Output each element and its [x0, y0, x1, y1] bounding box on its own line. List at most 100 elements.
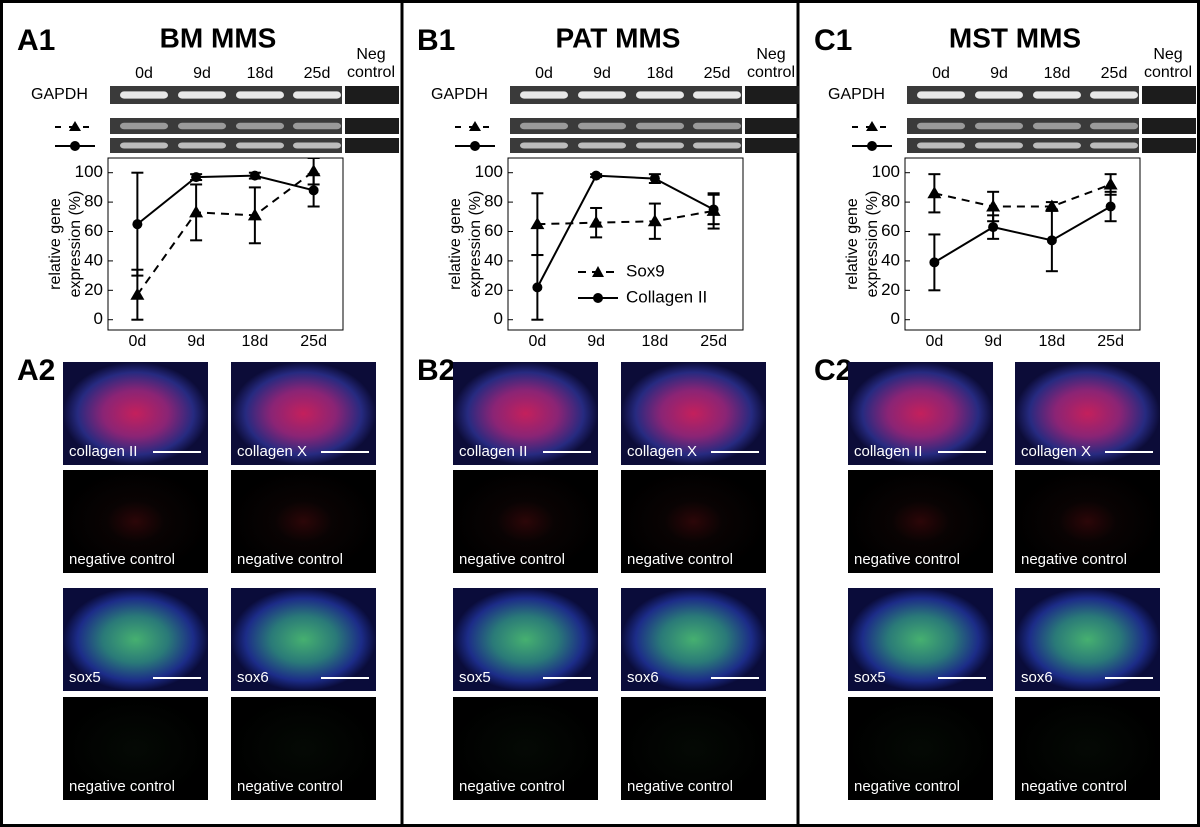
- lane-label: 18d: [1044, 65, 1071, 82]
- panel-title: BM MMS: [160, 22, 277, 53]
- image-caption: sox5: [459, 669, 491, 686]
- lane-label: Neg control: [346, 46, 396, 81]
- marker: [1103, 177, 1118, 190]
- marker: [191, 172, 202, 183]
- image-caption: sox6: [237, 669, 269, 686]
- micrograph: [848, 362, 993, 465]
- y-axis-label: relative gene: [844, 198, 861, 290]
- lane-label: 0d: [932, 65, 950, 82]
- y-tick-label: 20: [881, 280, 900, 299]
- gel-band: [975, 142, 1023, 149]
- glyph-marker: [867, 141, 877, 151]
- gel-neg: [345, 138, 399, 153]
- y-tick-label: 80: [881, 192, 900, 211]
- gel-band: [178, 91, 226, 99]
- image-caption: collagen X: [237, 443, 307, 460]
- image-caption: negative control: [237, 778, 343, 795]
- lane-label: 9d: [193, 65, 211, 82]
- gel-band: [578, 122, 626, 130]
- image-caption: collagen II: [69, 443, 137, 460]
- lane-label: 18d: [247, 65, 274, 82]
- panel-title: MST MMS: [949, 22, 1081, 53]
- gel-band: [520, 91, 568, 99]
- marker: [929, 257, 940, 268]
- x-tick-label: 9d: [984, 333, 1002, 350]
- gel-band: [293, 122, 341, 130]
- panel-label: B1: [417, 24, 455, 57]
- plot: [130, 158, 321, 321]
- lane-label: 25d: [1101, 65, 1128, 82]
- plot: [530, 170, 721, 321]
- lane-label: 0d: [135, 65, 153, 82]
- gel-band: [120, 122, 168, 130]
- lane-label-box: Neg control: [1144, 46, 1192, 81]
- gel-neg: [345, 86, 399, 104]
- gel-band: [917, 142, 965, 149]
- micrograph: [848, 470, 993, 573]
- marker: [647, 214, 662, 227]
- series-line: [934, 183, 1111, 208]
- gel-neg: [745, 86, 799, 104]
- gel-band: [1033, 122, 1081, 130]
- y-axis-label: expression (%): [467, 191, 484, 298]
- y-tick-label: 60: [484, 221, 503, 240]
- gel-row-label: GAPDH: [431, 86, 488, 103]
- gel-band: [236, 142, 284, 149]
- gel-band: [1090, 122, 1138, 130]
- micrograph: [621, 470, 766, 573]
- marker: [249, 170, 260, 181]
- marker: [532, 282, 543, 293]
- gel-band: [636, 142, 684, 149]
- y-tick-label: 20: [84, 280, 103, 299]
- gel-band: [693, 91, 741, 99]
- y-axis-label: expression (%): [864, 191, 881, 298]
- y-tick-label: 40: [484, 250, 503, 269]
- y-tick-label: 80: [84, 192, 103, 211]
- glyph-marker: [470, 141, 480, 151]
- micrograph: [848, 697, 993, 800]
- marker: [132, 219, 143, 230]
- image-caption: negative control: [627, 778, 733, 795]
- y-axis-label: expression (%): [67, 191, 84, 298]
- image-caption: collagen X: [627, 443, 697, 460]
- gel-band: [693, 122, 741, 130]
- y-tick-label: 100: [75, 162, 103, 181]
- y-tick-label: 0: [891, 309, 900, 328]
- gel-band: [578, 142, 626, 149]
- x-tick-label: 18d: [642, 333, 669, 350]
- series-line: [933, 205, 1112, 264]
- panel-label: C2: [814, 354, 852, 387]
- y-tick-label: 100: [475, 162, 503, 181]
- lane-label: 9d: [990, 65, 1008, 82]
- x-tick-label: 18d: [1039, 333, 1066, 350]
- plot-frame: [507, 157, 744, 331]
- legend-marker: [592, 266, 604, 277]
- marker: [247, 208, 262, 221]
- x-tick-label: 0d: [528, 333, 546, 350]
- micrograph: [63, 470, 208, 573]
- gel-band: [917, 122, 965, 130]
- gel-band: [236, 122, 284, 130]
- marker: [1105, 201, 1116, 212]
- image-caption: negative control: [69, 778, 175, 795]
- gel-band: [1033, 91, 1081, 99]
- panel-label: A1: [17, 24, 55, 57]
- gel-neg: [1142, 118, 1196, 134]
- gel-band: [1090, 91, 1138, 99]
- marker: [130, 287, 145, 300]
- y-tick-label: 60: [881, 221, 900, 240]
- marker: [189, 205, 204, 218]
- image-caption: sox5: [69, 669, 101, 686]
- gel-band: [236, 91, 284, 99]
- lane-label: 0d: [535, 65, 553, 82]
- marker: [308, 185, 319, 196]
- micrograph: [1015, 697, 1160, 800]
- gel-neg: [1142, 86, 1196, 104]
- y-tick-label: 40: [84, 250, 103, 269]
- x-tick-label: 25d: [1097, 333, 1124, 350]
- lane-label: 25d: [704, 65, 731, 82]
- marker: [649, 173, 660, 184]
- image-caption: sox5: [854, 669, 886, 686]
- micrograph: [231, 588, 376, 691]
- panel-label: C1: [814, 24, 852, 57]
